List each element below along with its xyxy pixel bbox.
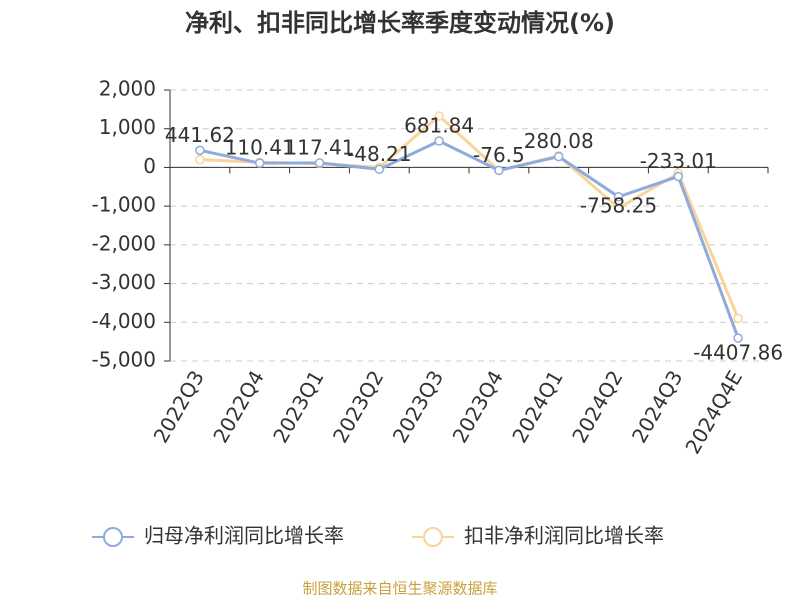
x-tick-label: 2023Q2 (328, 366, 388, 447)
x-tick-label: 2022Q4 (208, 366, 268, 447)
y-tick-label: -4,000 (92, 309, 156, 333)
y-tick-label: -2,000 (92, 231, 156, 255)
x-tick-label: 2024Q4E (680, 366, 747, 458)
x-tick-label: 2023Q4 (448, 366, 508, 447)
point (733, 313, 743, 324)
y-tick-label: -1,000 (92, 193, 156, 217)
data-label: 280.08 (524, 129, 594, 153)
data-label: -758.25 (580, 193, 657, 217)
legend-label: 扣非净利润同比增长率 (464, 524, 664, 548)
y-tick-label: 0 (143, 154, 156, 178)
x-tick-label: 2023Q3 (388, 366, 448, 447)
y-tick-label: 2,000 (99, 77, 156, 101)
point (613, 203, 624, 213)
x-tick-label: 2022Q3 (149, 366, 209, 447)
data-label: 681.84 (404, 114, 474, 138)
x-tick-label: 2023Q1 (268, 366, 328, 447)
point (553, 151, 564, 162)
y-tick-label: -5,000 (92, 348, 156, 372)
data-label: -233.01 (640, 149, 717, 173)
point (613, 192, 624, 202)
point (195, 154, 205, 165)
point (673, 171, 684, 182)
chart-title: 净利、扣非同比增长率季度变动情况(%) (185, 9, 615, 37)
x-tick-label: 2024Q2 (567, 366, 627, 447)
data-label: 110.41 (225, 136, 295, 160)
data-label: -4407.86 (693, 341, 783, 365)
data-label: -76.5 (473, 143, 525, 167)
point (374, 164, 385, 175)
data-label: -48.21 (347, 142, 411, 166)
source: 制图数据来自恒生聚源数据库 (302, 580, 497, 598)
point (733, 333, 743, 343)
legend-marker (103, 527, 123, 547)
data-label: 117.41 (285, 135, 355, 159)
point (195, 145, 205, 156)
x-tick-label: 2024Q3 (627, 366, 687, 447)
data-label: 441.62 (165, 123, 235, 147)
x-tick-label: 2024Q1 (507, 366, 567, 447)
point (494, 165, 504, 176)
series-line (199, 139, 740, 339)
y-tick-label: -3,000 (92, 270, 156, 294)
legend-label: 归母净利润同比增长率 (144, 524, 344, 548)
point (254, 158, 265, 168)
point (314, 158, 325, 168)
y-tick-label: 1,000 (99, 115, 156, 139)
legend-marker (423, 527, 443, 547)
point (434, 136, 444, 146)
point (434, 111, 444, 121)
